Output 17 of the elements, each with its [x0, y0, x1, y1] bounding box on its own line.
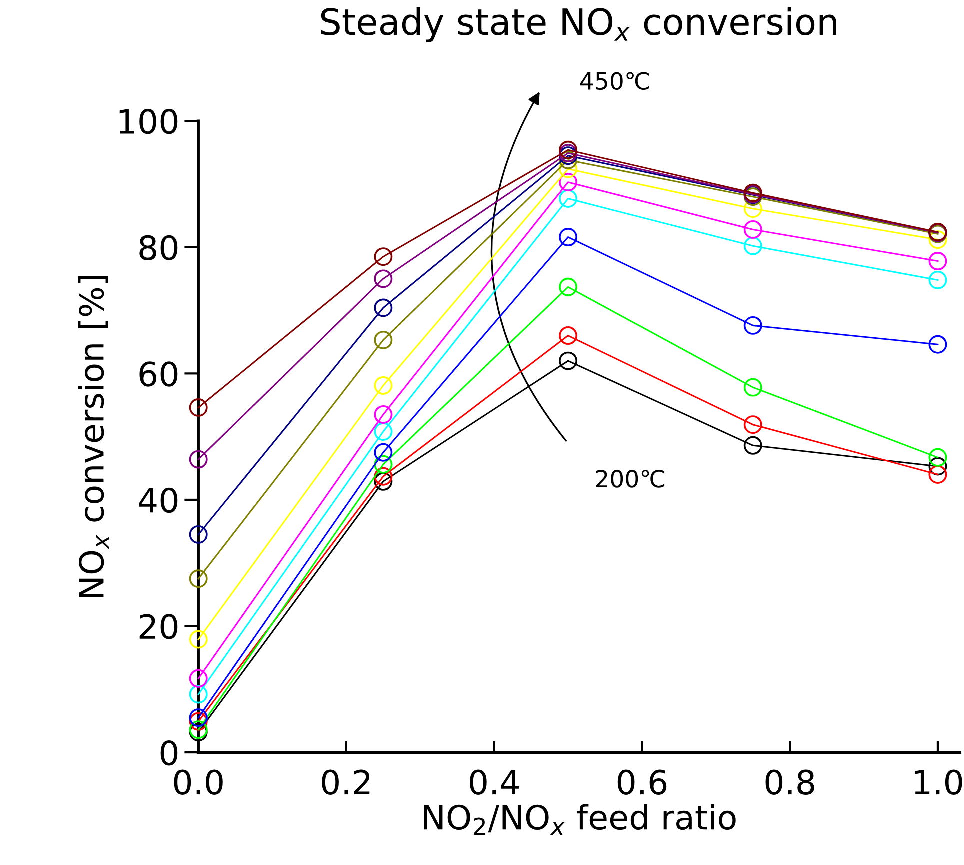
x-axis-title: NO$_{2}$/NO$_{x}$ feed ratio	[424, 804, 736, 836]
chart-title: Steady state NO$_{x}$ conversion	[321, 8, 836, 42]
x-tick-label: 0.0	[174, 770, 223, 796]
annotation: 200℃	[596, 470, 665, 488]
x-tick-label: 0.6	[618, 770, 667, 796]
x-tick-label: 0.2	[322, 770, 370, 796]
y-tick-label: 60	[140, 362, 178, 387]
x-tick-label: 0.4	[470, 770, 519, 796]
y-tick-label: 0	[160, 740, 178, 766]
y-tick-label: 100	[120, 109, 178, 134]
x-tick-label: 1.0	[915, 770, 962, 796]
x-tick-label: 0.8	[766, 770, 814, 796]
y-axis-title: NO$_{x}$ conversion [%]	[78, 276, 110, 598]
text: 450℃	[580, 72, 650, 90]
y-tick-label: 40	[139, 488, 178, 514]
y-tick-label: 20	[140, 614, 178, 640]
y-tick-label: 80	[140, 235, 178, 261]
